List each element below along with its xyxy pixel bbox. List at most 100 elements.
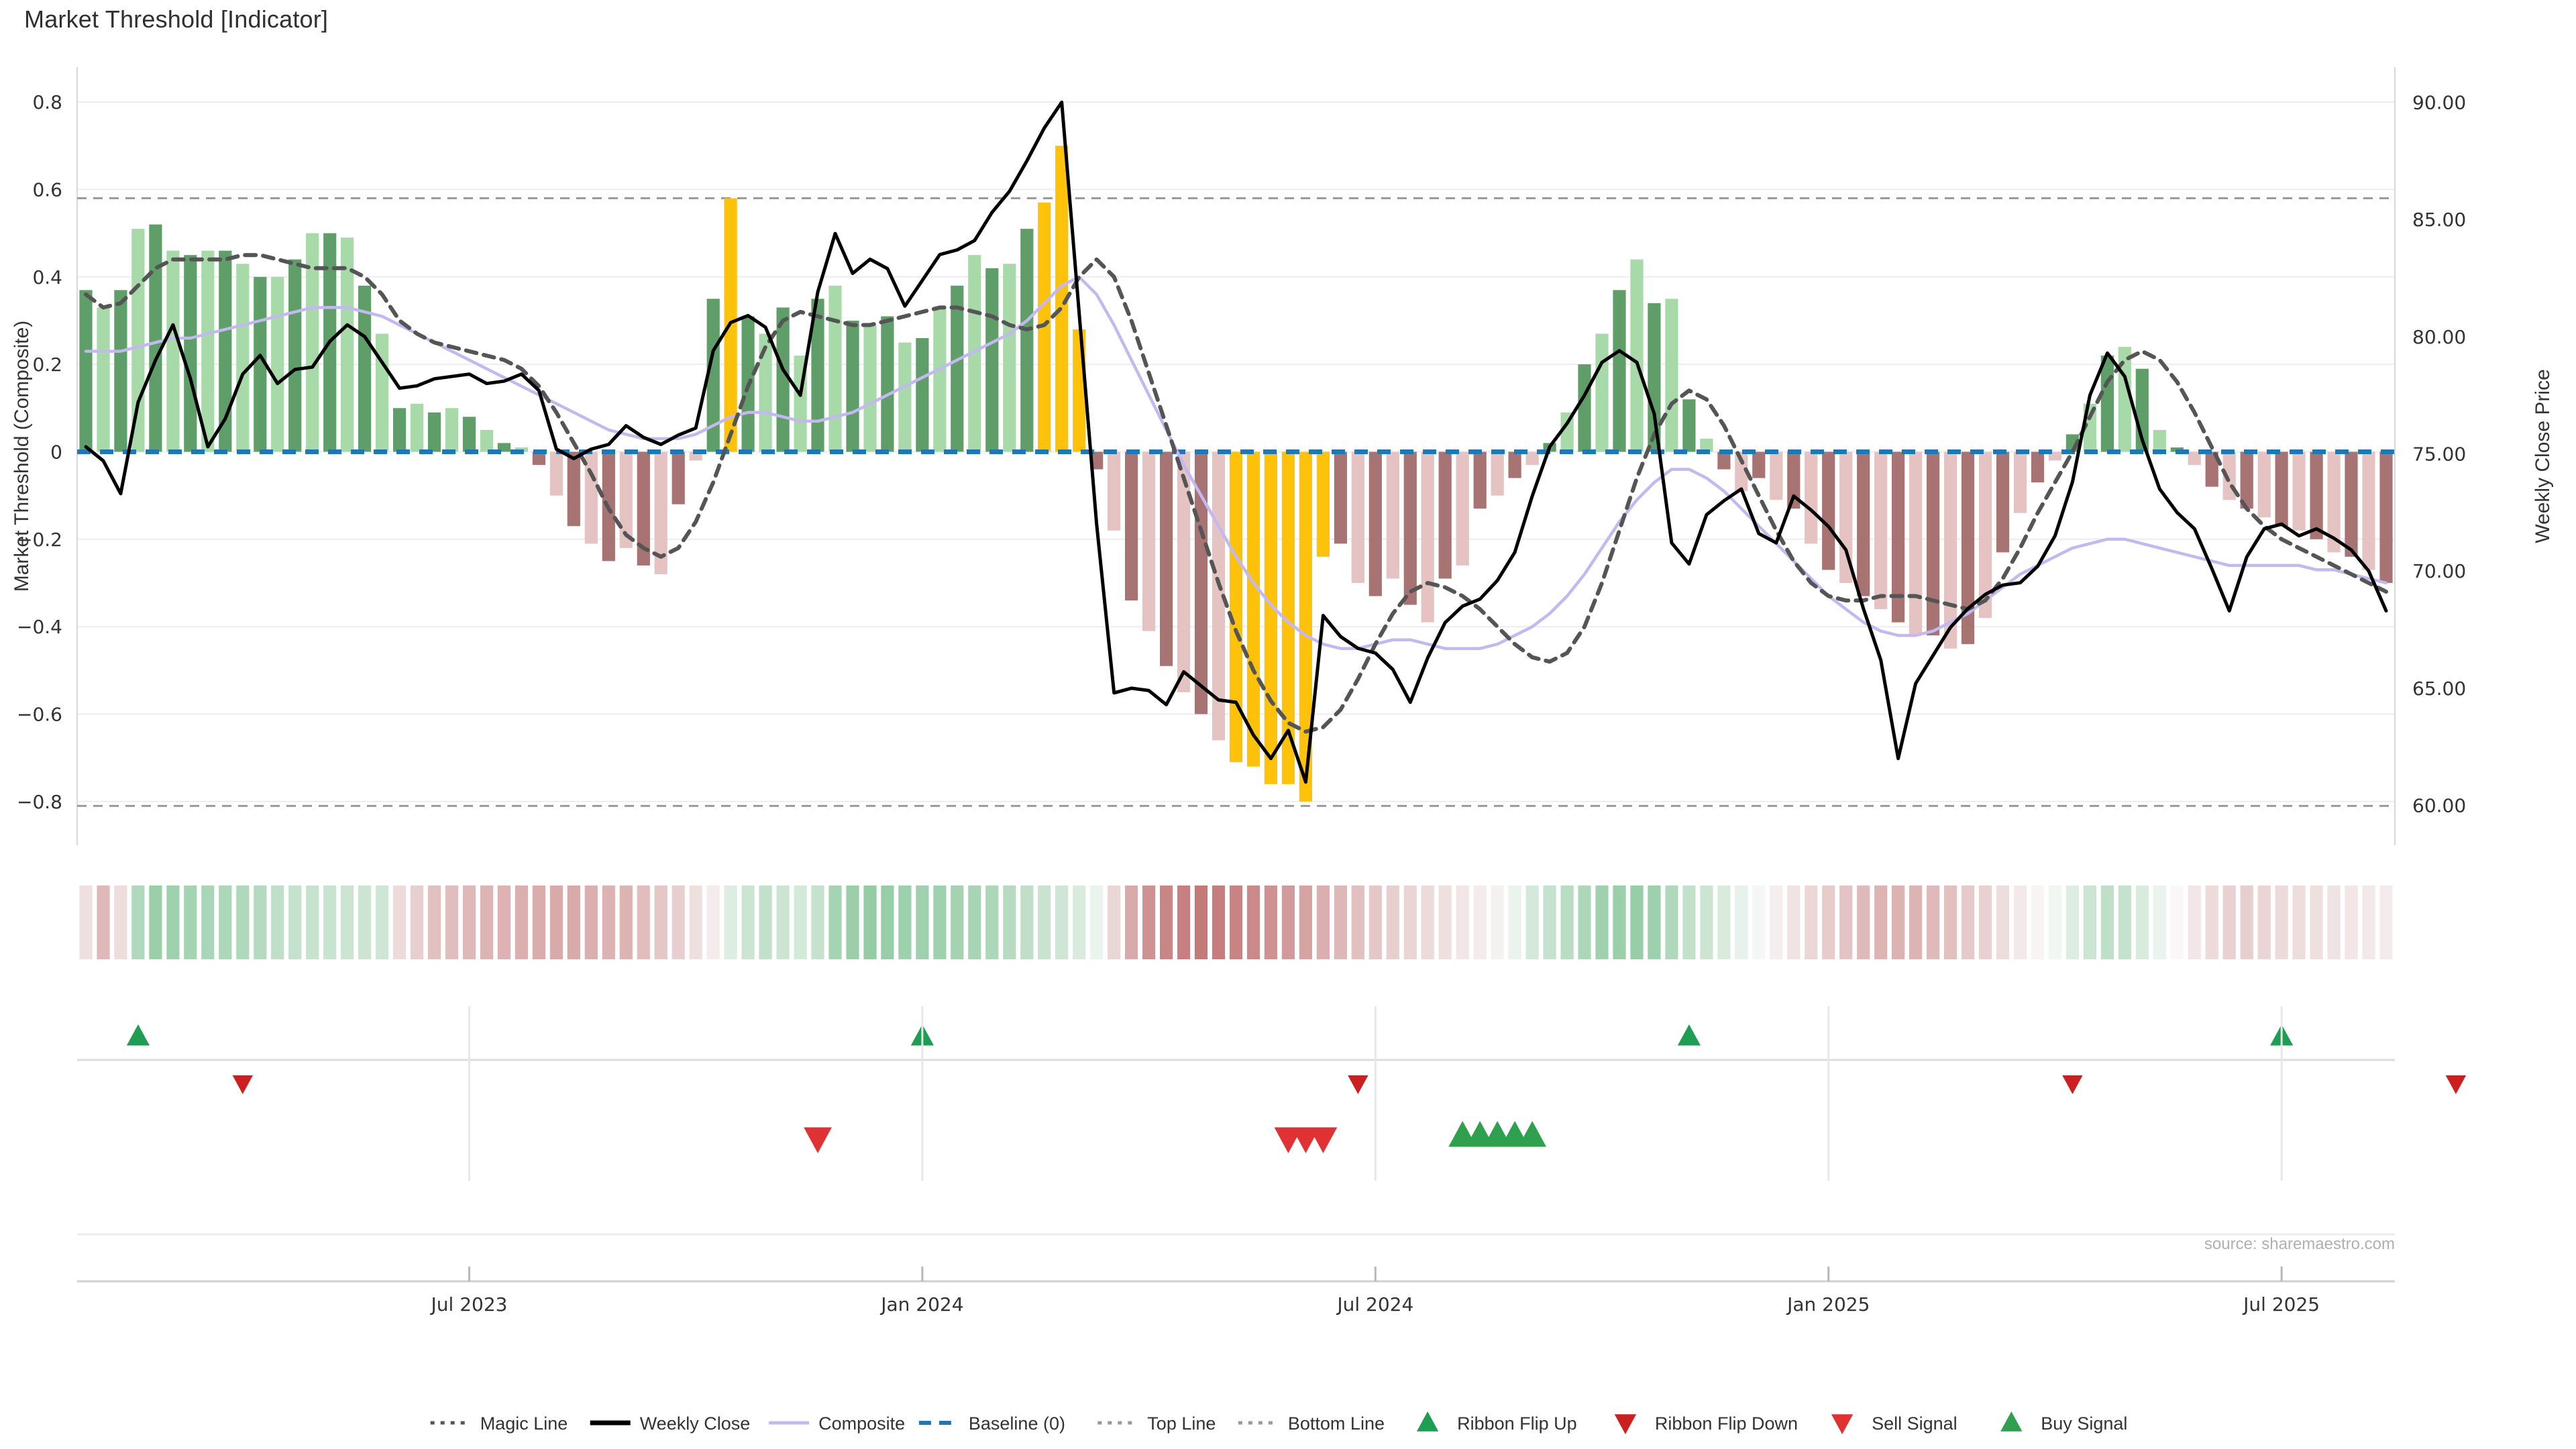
composite-bar [567,451,580,527]
legend-label-ribbon-flip-up[interactable]: Ribbon Flip Up [1457,1413,1577,1434]
composite-bar [1909,451,1923,636]
heatmap-cell [2257,885,2271,959]
heatmap-cell [2048,885,2061,959]
legend-label-bottom-line[interactable]: Bottom Line [1288,1413,1385,1434]
legend-swatch-triangle-down[interactable] [1831,1414,1854,1434]
legend-label-baseline-0-[interactable]: Baseline (0) [969,1413,1065,1434]
heatmap-cell [462,885,476,959]
heatmap-cell [410,885,424,959]
heatmap-cell [323,885,337,959]
y-axis-tick: 0.8 [32,91,62,113]
composite-bar [341,237,354,452]
composite-bar [166,250,180,452]
composite-bar [968,255,981,452]
y2-axis-tick: 70.00 [2412,560,2466,582]
legend-label-ribbon-flip-down[interactable]: Ribbon Flip Down [1655,1413,1798,1434]
legend-label-composite[interactable]: Composite [818,1413,905,1434]
composite-bar [1038,203,1051,452]
composite-bar [1212,451,1226,741]
ribbon-flip-down-marker[interactable] [2445,1075,2467,1094]
legend-label-top-line[interactable]: Top Line [1147,1413,1216,1434]
composite-bar [776,307,790,452]
legend-label-weekly-close[interactable]: Weekly Close [640,1413,751,1434]
heatmap-cell [1473,885,1487,959]
heatmap-cell [114,885,127,959]
heatmap-cell [2100,885,2114,959]
ribbon-flip-down-marker[interactable] [232,1075,253,1094]
composite-bar [1438,451,1452,579]
composite-bar [1160,451,1173,666]
heatmap-cell [2240,885,2253,959]
composite-bar [2153,429,2166,452]
composite-bar [2257,451,2271,518]
composite-bar [1229,451,1243,763]
heatmap-cell [1073,885,1086,959]
legend-swatch-triangle-up[interactable] [1416,1411,1439,1432]
heatmap-cell [1630,885,1644,959]
heatmap-cell [2135,885,2149,959]
composite-bar [2292,451,2306,531]
heatmap-cell [306,885,319,959]
legend-label-buy-signal[interactable]: Buy Signal [2041,1413,2127,1434]
heatmap-cell [1665,885,1678,959]
composite-bar [1874,451,1888,610]
composite-bar [236,264,250,452]
composite-bar [1648,303,1661,452]
composite-bar [1299,451,1312,802]
composite-bar [288,259,302,452]
heatmap-cell [1299,885,1312,959]
composite-bar [1839,451,1853,583]
heatmap-cell [1770,885,1783,959]
legend-label-sell-signal[interactable]: Sell Signal [1872,1413,1957,1434]
heatmap-cell [1281,885,1295,959]
composite-bar [532,451,545,466]
composite-bar [114,290,127,452]
composite-bar [706,299,720,452]
ribbon-flip-down-marker[interactable] [2062,1075,2083,1094]
heatmap-cell [1560,885,1574,959]
heatmap-cell [1108,885,1121,959]
composite-bar [1735,451,1748,492]
sell-signal-marker[interactable] [804,1127,832,1154]
heatmap-cell [724,885,737,959]
y-axis-tick: 0.6 [32,178,62,201]
heatmap-cell [654,885,667,959]
ribbon-flip-up-marker[interactable] [126,1024,150,1046]
legend-swatch-triangle-up[interactable] [2000,1411,2023,1432]
x-axis-tick: Jul 2024 [1336,1293,1413,1316]
composite-bar [1142,451,1156,631]
composite-bar [2100,356,2114,452]
composite-bar [358,285,372,452]
ribbon-flip-down-marker[interactable] [1348,1075,1368,1094]
y2-axis-tick: 60.00 [2412,795,2466,817]
composite-bar [2345,451,2358,557]
y-axis-tick: 0.2 [32,354,62,376]
heatmap-cell [776,885,790,959]
heatmap-cell [898,885,912,959]
composite-bar [1700,438,1713,452]
heatmap-cell [933,885,947,959]
heatmap-cell [1525,885,1539,959]
composite-bar [445,408,459,452]
heatmap-cell [1595,885,1609,959]
legend-swatch-triangle-down[interactable] [1614,1414,1637,1434]
heatmap-cell [1578,885,1591,959]
heatmap-cell [1229,885,1243,959]
composite-bar [1351,451,1364,583]
heatmap-cell [2205,885,2218,959]
ribbon-flip-up-marker[interactable] [1677,1024,1701,1046]
legend-label-magic-line[interactable]: Magic Line [480,1413,568,1434]
composite-bar [2327,451,2341,553]
composite-bar [2240,451,2253,509]
buy-signal-marker[interactable] [1518,1121,1547,1147]
heatmap-cell [1874,885,1888,959]
composite-bar [1246,451,1260,767]
heatmap-cell [1508,885,1521,959]
composite-bar [376,333,389,452]
composite-bar [1978,451,1992,619]
composite-bar [1752,451,1766,478]
heatmap-cell [1316,885,1330,959]
heatmap-cell [341,885,354,959]
sell-signal-marker[interactable] [1309,1127,1338,1154]
